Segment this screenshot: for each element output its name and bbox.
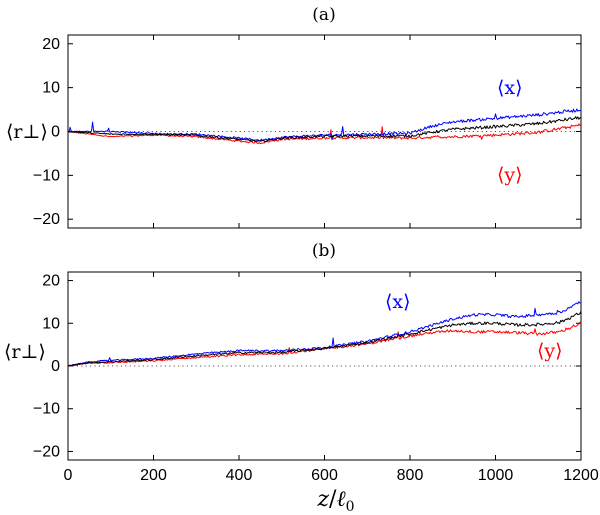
y-tick-label: 10 (42, 315, 60, 332)
panel-a-annotation-y: ⟨y⟩ (497, 164, 523, 186)
panel-b-annotation-y: ⟨y⟩ (537, 340, 563, 362)
panel-a-ticks: −20 −10 0 10 20 (33, 35, 582, 228)
panel-a-series (67, 108, 582, 145)
y-tick-label: −10 (33, 401, 60, 418)
panel-b-title: (b) (312, 241, 336, 261)
x-tick-label: 400 (226, 467, 253, 484)
panel-a-annotation-x: ⟨x⟩ (497, 77, 523, 99)
y-tick-label: 20 (42, 36, 60, 53)
x-axis-label: z/ℓ0 (316, 487, 354, 515)
y-tick-label: 0 (51, 358, 60, 375)
series-line-mean (67, 116, 582, 143)
x-axis-label-ell: ℓ (336, 487, 346, 512)
panel-a: (a) −20 −10 0 10 20 ⟨r⊥⟩ ⟨x⟩ ⟨y⟩ (6, 5, 582, 229)
y-tick-label: −10 (33, 167, 60, 184)
x-tick-label: 800 (397, 467, 424, 484)
panel-a-title: (a) (312, 5, 335, 25)
y-tick-label: 20 (42, 273, 60, 290)
y-tick-label: −20 (33, 211, 60, 228)
x-axis-label-var: z (316, 487, 329, 512)
panel-b-annotation-x: ⟨x⟩ (385, 291, 411, 313)
series-line-y (67, 123, 582, 145)
y-tick-label: 10 (42, 80, 60, 97)
x-axis-label-sub: 0 (346, 499, 355, 515)
panel-b-series (67, 301, 582, 367)
x-tick-label: 600 (311, 467, 338, 484)
x-tick-label: 200 (140, 467, 167, 484)
x-tick-label: 0 (64, 467, 73, 484)
panel-b-ylabel: ⟨r⊥⟩ (4, 341, 46, 363)
x-tick-label: 1200 (563, 467, 599, 484)
series-line-x (67, 301, 582, 367)
x-tick-label: 1000 (478, 467, 514, 484)
series-line-y (67, 321, 582, 367)
y-tick-label: −20 (33, 443, 60, 460)
series-line-mean (67, 310, 582, 367)
x-axis-label-sep: / (329, 487, 337, 512)
y-tick-label: 0 (51, 124, 60, 141)
panel-a-ylabel: ⟨r⊥⟩ (6, 121, 48, 143)
